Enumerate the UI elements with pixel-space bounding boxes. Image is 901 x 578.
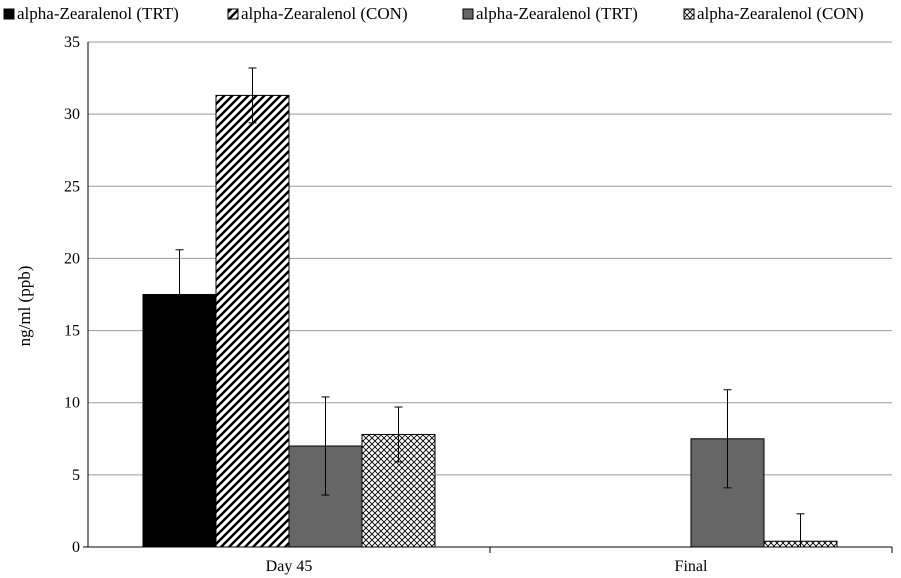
y-tick-label: 0 <box>72 539 80 556</box>
bars <box>142 94 838 548</box>
legend-label: alpha-Zearalenol (TRT) <box>17 4 179 23</box>
legend: alpha-Zearalenol (TRT) alpha-Zearalenol (… <box>3 4 864 23</box>
bar <box>215 94 290 548</box>
legend-swatch <box>3 8 15 20</box>
y-tick-label: 30 <box>64 106 80 123</box>
x-tick-label: Final <box>675 558 708 575</box>
y-tick-label: 5 <box>72 467 80 484</box>
axes: Day 45 Final <box>83 42 893 575</box>
x-tick-label: Day 45 <box>266 558 313 575</box>
y-axis-label: ng/ml (ppb) <box>15 266 34 347</box>
legend-label: alpha-Zearalenol (CON) <box>241 4 408 23</box>
y-tick-label: 15 <box>64 323 80 340</box>
legend-label: alpha-Zearalenol (CON) <box>697 4 864 23</box>
y-tick-label: 10 <box>64 395 80 412</box>
legend-swatch <box>683 8 695 20</box>
y-tick-label: 25 <box>64 178 80 195</box>
y-tick-label: 20 <box>64 250 80 267</box>
legend-label: alpha-Zearalenol (TRT) <box>476 4 638 23</box>
legend-swatch <box>462 8 474 20</box>
y-tick-label: 35 <box>64 34 80 51</box>
error-bars <box>175 67 805 547</box>
legend-swatch <box>227 8 239 20</box>
